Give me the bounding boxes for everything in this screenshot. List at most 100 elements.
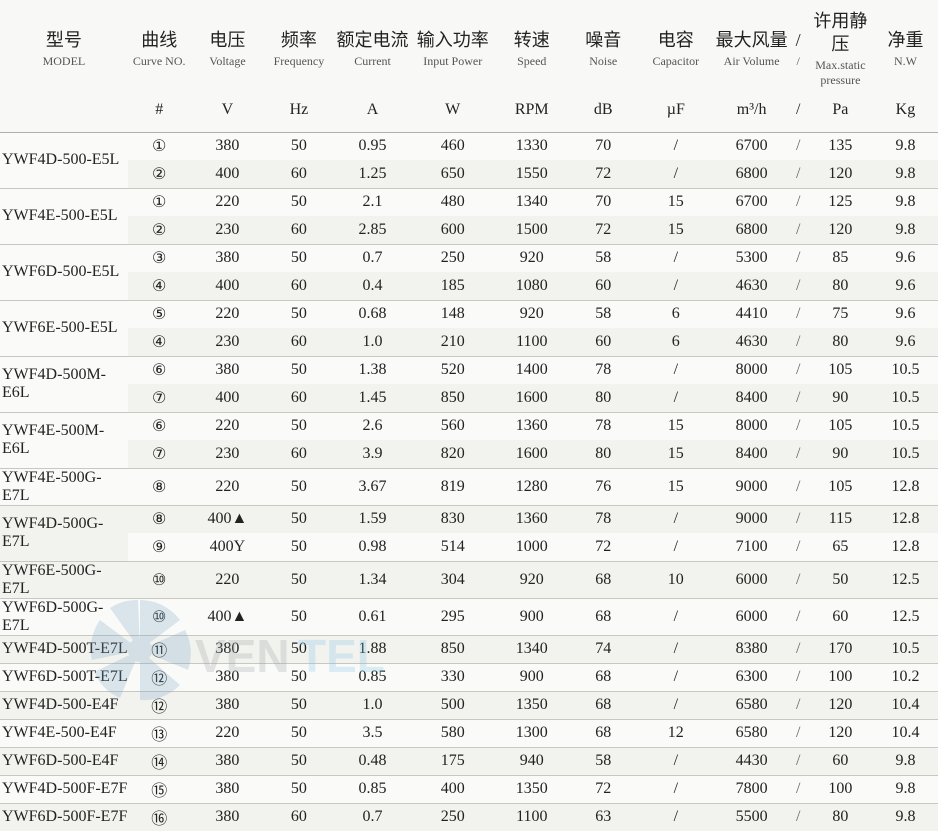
data-cell: 0.7 (334, 803, 412, 831)
data-cell: 10.5 (873, 440, 938, 468)
data-cell: 58 (570, 300, 637, 328)
data-cell: 400 (191, 384, 265, 412)
data-cell: 80 (808, 328, 873, 356)
data-cell: 819 (412, 468, 494, 505)
data-cell: 78 (570, 356, 637, 384)
data-cell: 1100 (494, 328, 570, 356)
data-cell: 65 (808, 533, 873, 561)
data-cell: 60 (570, 328, 637, 356)
data-cell: 380 (191, 803, 265, 831)
table-row: YWF6D-500G-E7L⑩400▲500.6129590068/6000/6… (0, 598, 938, 635)
data-cell: 600 (412, 216, 494, 244)
data-cell: 115 (808, 505, 873, 533)
data-cell: 15 (637, 188, 715, 216)
column-unit (0, 88, 128, 132)
model-cell: YWF6D-500G-E7L (0, 598, 128, 635)
data-cell: 6580 (715, 719, 789, 747)
data-cell: 400Y (191, 533, 265, 561)
data-cell: 6800 (715, 160, 789, 188)
column-header: 型号MODEL (0, 0, 128, 88)
data-cell: 90 (808, 384, 873, 412)
model-cell: YWF6D-500-E4F (0, 747, 128, 775)
table-head: 型号MODEL曲线Curve NO.电压Voltage频率Frequency额定… (0, 0, 938, 132)
data-cell: 920 (494, 561, 570, 598)
data-cell: 72 (570, 216, 637, 244)
data-cell: 250 (412, 803, 494, 831)
data-cell: 9.8 (873, 132, 938, 160)
data-cell: 120 (808, 160, 873, 188)
data-cell: 72 (570, 533, 637, 561)
data-cell: 105 (808, 468, 873, 505)
column-unit: W (412, 88, 494, 132)
data-cell: 50 (264, 775, 333, 803)
data-cell: 220 (191, 719, 265, 747)
slash-cell: / (788, 691, 807, 719)
data-cell: 230 (191, 216, 265, 244)
slash-cell: / (788, 244, 807, 272)
data-cell: 60 (264, 803, 333, 831)
data-cell: 50 (264, 635, 333, 663)
data-cell: 380 (191, 747, 265, 775)
data-cell: 6700 (715, 132, 789, 160)
data-cell: 210 (412, 328, 494, 356)
data-cell: 148 (412, 300, 494, 328)
table-row: YWF4D-500F-E7F⑮380500.85400135072/7800/1… (0, 775, 938, 803)
data-cell: 2.1 (334, 188, 412, 216)
slash-cell: / (788, 384, 807, 412)
column-unit: Kg (873, 88, 938, 132)
data-cell: 9.6 (873, 244, 938, 272)
data-cell: 1330 (494, 132, 570, 160)
data-cell: 8000 (715, 412, 789, 440)
data-cell: 230 (191, 440, 265, 468)
data-cell: 72 (570, 160, 637, 188)
data-cell: 68 (570, 719, 637, 747)
data-cell: 58 (570, 244, 637, 272)
data-cell: 6580 (715, 691, 789, 719)
table-row: ②230602.85600150072156800/1209.8 (0, 216, 938, 244)
data-cell: 50 (264, 533, 333, 561)
data-cell: 380 (191, 244, 265, 272)
data-cell: 8400 (715, 384, 789, 412)
slash-cell: / (788, 328, 807, 356)
model-cell: YWF4D-500-E4F (0, 691, 128, 719)
data-cell: 1000 (494, 533, 570, 561)
data-cell: 514 (412, 533, 494, 561)
data-cell: 7100 (715, 533, 789, 561)
data-cell: 78 (570, 412, 637, 440)
table-row: YWF4D-500-E5L①380500.95460133070/6700/13… (0, 132, 938, 160)
model-cell: YWF6D-500-E5L (0, 244, 128, 300)
data-cell: 1100 (494, 803, 570, 831)
data-cell: 8400 (715, 440, 789, 468)
table-row: YWF4D-500-E4F⑫380501.0500135068/6580/120… (0, 691, 938, 719)
data-cell: 0.48 (334, 747, 412, 775)
data-cell: / (637, 533, 715, 561)
data-cell: 220 (191, 188, 265, 216)
data-cell: 170 (808, 635, 873, 663)
data-cell: 6700 (715, 188, 789, 216)
slash-cell: / (788, 468, 807, 505)
table-row: ⑨400Y500.98514100072/7100/6512.8 (0, 533, 938, 561)
curve-cell: ④ (128, 328, 191, 356)
data-cell: 0.68 (334, 300, 412, 328)
table-row: YWF4D-500G-E7L⑧400▲501.59830136078/9000/… (0, 505, 938, 533)
data-cell: 76 (570, 468, 637, 505)
data-cell: / (637, 244, 715, 272)
slash-cell: / (788, 356, 807, 384)
data-cell: 220 (191, 561, 265, 598)
slash-cell: / (788, 533, 807, 561)
data-cell: 15 (637, 216, 715, 244)
spec-table: 型号MODEL曲线Curve NO.电压Voltage频率Frequency额定… (0, 0, 938, 831)
data-cell: 50 (264, 719, 333, 747)
table-row: ②400601.25650155072/6800/1209.8 (0, 160, 938, 188)
data-cell: 100 (808, 775, 873, 803)
data-cell: 15 (637, 412, 715, 440)
table-row: ④400600.4185108060/4630/809.6 (0, 272, 938, 300)
model-cell: YWF6E-500G-E7L (0, 561, 128, 598)
column-unit: RPM (494, 88, 570, 132)
data-cell: 2.6 (334, 412, 412, 440)
data-cell: 60 (570, 272, 637, 300)
column-header: 频率Frequency (264, 0, 333, 88)
data-cell: 60 (264, 440, 333, 468)
column-header: 电容Capacitor (637, 0, 715, 88)
curve-cell: ⑤ (128, 300, 191, 328)
